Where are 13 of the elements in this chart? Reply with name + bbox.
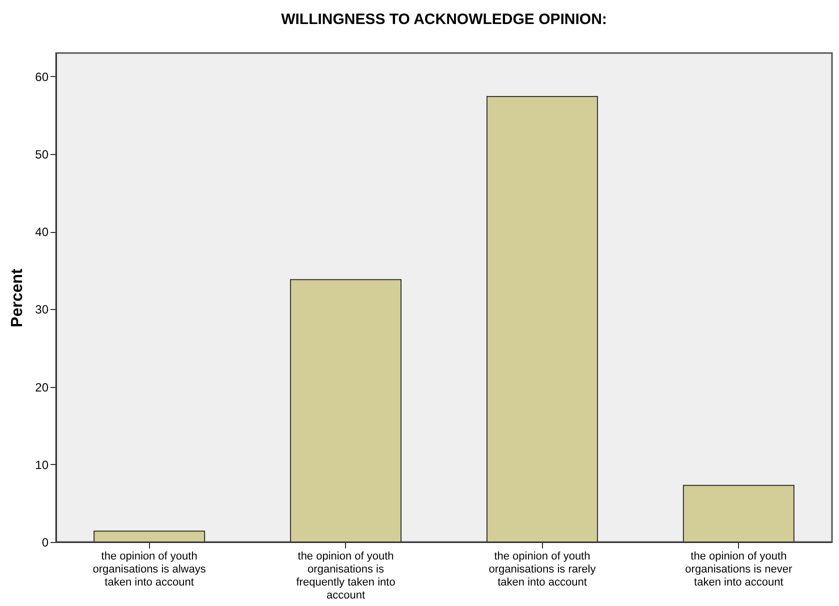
x-tick-label: the opinion of youth organisations is rarely taken into account [488,550,596,588]
chart-title: WILLINGNESS TO ACKNOWLEDGE OPINION: [281,11,607,28]
y-tick-label: 10 [35,458,49,472]
y-tick-label: 30 [35,302,49,317]
y-tick-label: 0 [42,536,49,550]
y-tick-label: 60 [35,70,49,84]
x-tick-label: the opinion of youth organisations is frequently taken into account [296,550,396,602]
y-tick-label: 20 [35,380,49,394]
y-tick-label: 40 [35,225,49,240]
y-axis-title: Percent [9,268,26,328]
x-tick-label: the opinion of youth organisations is never taken into account [685,550,793,588]
y-tick-label: 50 [35,147,49,162]
x-tick-label: the opinion of youth organisations is always taken into account [92,550,206,588]
